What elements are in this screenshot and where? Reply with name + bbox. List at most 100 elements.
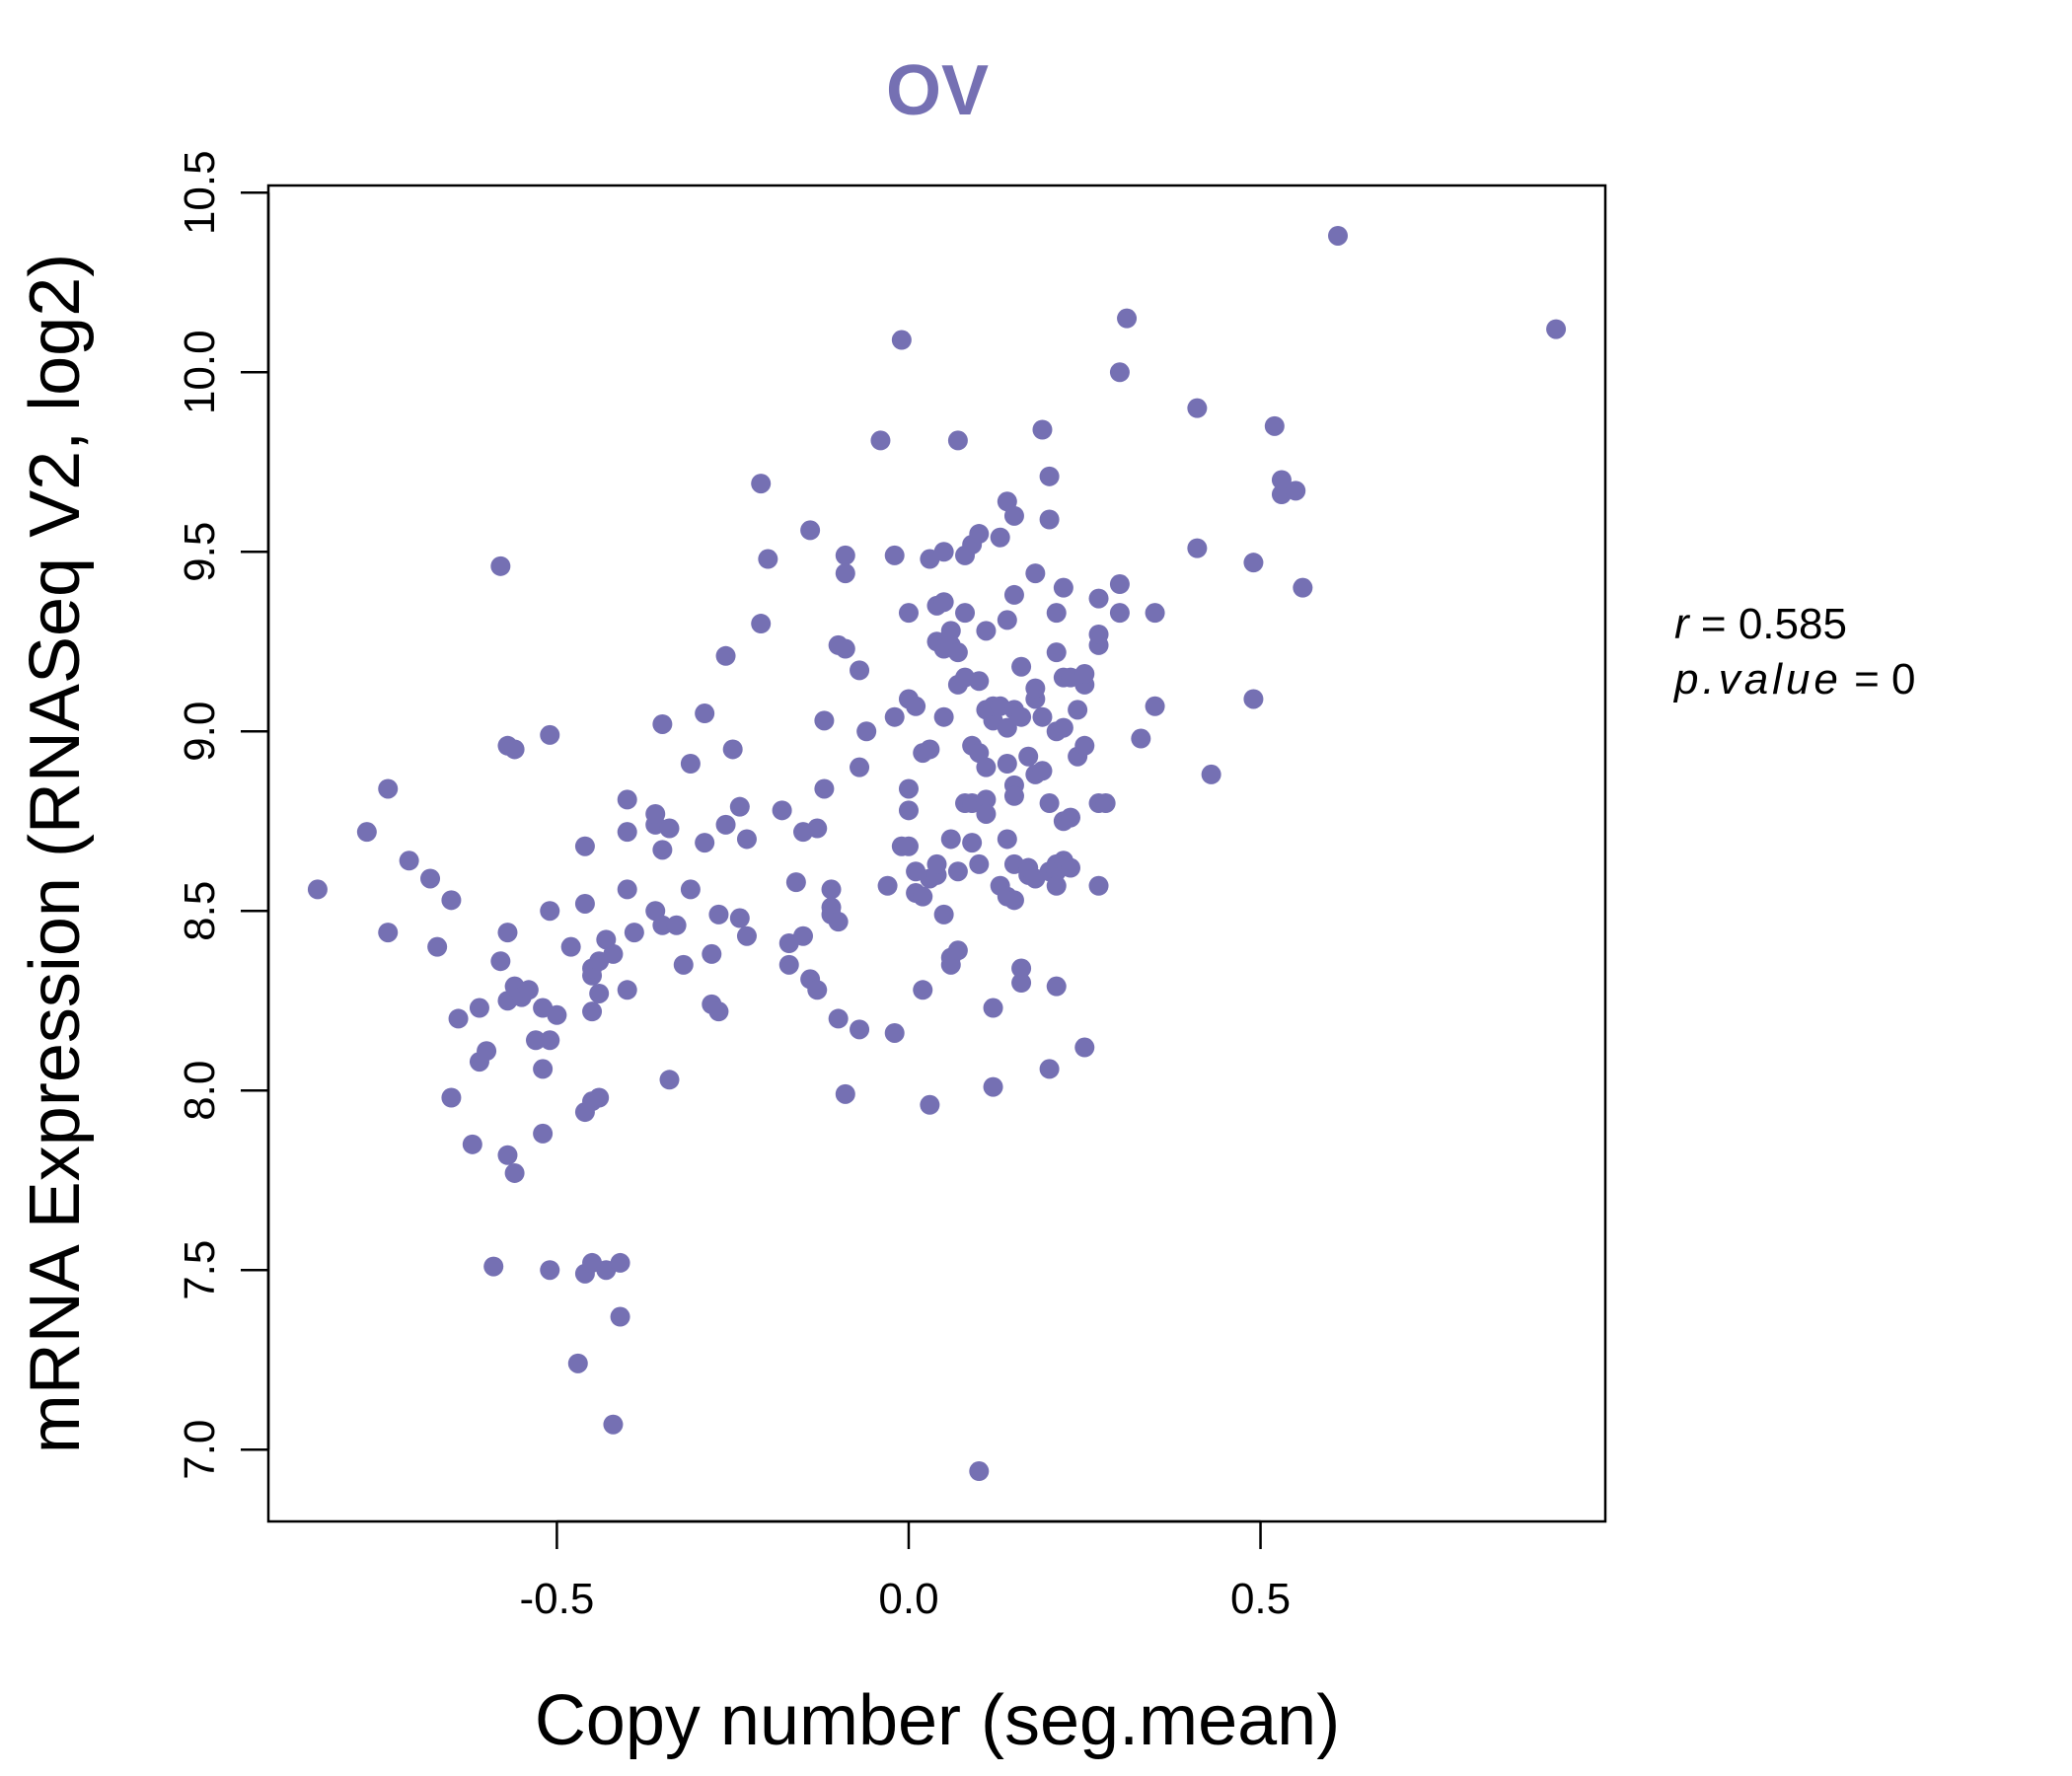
data-point: [772, 800, 792, 821]
data-point: [1109, 574, 1130, 595]
data-point: [983, 998, 1003, 1018]
data-point: [567, 1353, 588, 1373]
data-point: [708, 904, 729, 925]
data-point: [976, 803, 997, 824]
data-point: [617, 822, 637, 843]
data-point: [603, 1414, 624, 1435]
data-point: [856, 721, 877, 742]
data-point: [1046, 642, 1067, 663]
data-point: [814, 778, 835, 799]
data-point: [940, 621, 961, 641]
x-axis: -0.5 0.0 0.5: [519, 1519, 1291, 1623]
data-point: [969, 524, 990, 545]
data-point: [983, 1076, 1003, 1097]
data-point: [533, 1059, 554, 1079]
data-point: [898, 800, 919, 821]
data-point: [533, 1123, 554, 1144]
data-point: [610, 1252, 630, 1273]
data-point: [1061, 857, 1080, 878]
data-point: [1011, 958, 1032, 979]
data-point: [589, 1087, 610, 1108]
data-point: [751, 614, 772, 634]
data-point: [884, 1022, 905, 1043]
data-point: [589, 983, 610, 1003]
data-point: [1003, 584, 1024, 605]
data-point: [906, 696, 926, 716]
data-point: [574, 893, 595, 914]
data-point: [807, 818, 828, 839]
y-axis: 7.0 7.5 8.0 8.5 9.0 9.5 10.0 10.5: [176, 150, 270, 1480]
y-tick-label: 9.0: [176, 702, 224, 762]
data-points: [307, 225, 1567, 1482]
data-point: [947, 430, 968, 451]
data-point: [469, 998, 489, 1018]
data-point: [1046, 976, 1067, 997]
data-point: [1286, 481, 1306, 501]
data-point: [1293, 577, 1313, 598]
data-point: [850, 660, 870, 681]
data-point: [680, 879, 701, 900]
data-point: [891, 330, 912, 350]
data-point: [1243, 689, 1264, 709]
y-tick-label: 9.5: [176, 522, 224, 582]
data-point: [997, 610, 1017, 630]
data-point: [1039, 1059, 1060, 1079]
data-point: [624, 923, 644, 943]
data-point: [504, 1162, 525, 1183]
data-point: [877, 875, 898, 896]
data-point: [850, 757, 870, 777]
data-point: [307, 879, 328, 900]
data-point: [547, 1004, 567, 1025]
data-point: [1074, 664, 1095, 685]
data-point: [751, 474, 772, 494]
data-point: [540, 724, 560, 745]
data-point: [736, 829, 757, 850]
x-tick-label: 0.0: [878, 1575, 938, 1623]
data-point: [1011, 973, 1032, 994]
data-point: [490, 951, 511, 972]
data-point: [1264, 415, 1285, 436]
data-point: [898, 603, 919, 624]
data-point: [420, 868, 441, 889]
data-point: [1039, 509, 1060, 530]
data-point: [441, 890, 462, 911]
data-point: [793, 925, 813, 946]
y-tick-label: 7.5: [176, 1240, 224, 1300]
data-point: [477, 1041, 497, 1062]
data-point: [1328, 225, 1348, 246]
data-point: [1018, 746, 1039, 767]
data-point: [540, 1260, 560, 1281]
data-point: [1546, 319, 1567, 339]
data-point: [659, 1070, 680, 1090]
data-point: [997, 829, 1017, 850]
stat-p-label: p.value: [1672, 655, 1842, 703]
y-axis-title: mRNA Expression (RNASeq V2, log2): [16, 254, 95, 1453]
y-tick-label: 10.0: [176, 330, 224, 414]
data-point: [1088, 875, 1109, 896]
data-point: [920, 1094, 940, 1115]
data-point: [976, 757, 997, 777]
data-point: [913, 980, 933, 1000]
data-point: [448, 1008, 469, 1029]
data-point: [976, 621, 997, 641]
data-point: [800, 520, 821, 541]
data-point: [1088, 588, 1109, 609]
data-point: [680, 754, 701, 775]
data-point: [1039, 466, 1060, 486]
data-point: [610, 1306, 630, 1327]
data-point: [652, 713, 673, 734]
data-point: [673, 954, 694, 975]
data-point: [695, 703, 715, 724]
data-point: [504, 739, 525, 760]
data-point: [1061, 807, 1080, 828]
data-point: [1271, 470, 1292, 490]
data-point: [969, 1461, 990, 1482]
data-point: [835, 545, 855, 565]
stat-r-value: 0.585: [1739, 600, 1847, 648]
data-point: [356, 822, 377, 843]
data-point: [427, 936, 448, 957]
data-point: [1025, 563, 1046, 584]
data-point: [898, 836, 919, 856]
data-point: [582, 1001, 603, 1022]
